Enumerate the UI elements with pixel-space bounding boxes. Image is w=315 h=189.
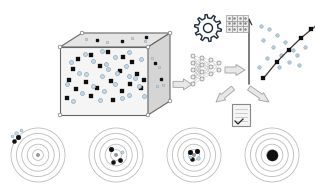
Circle shape xyxy=(192,153,196,157)
Circle shape xyxy=(178,139,210,171)
Circle shape xyxy=(58,113,62,117)
Circle shape xyxy=(209,65,213,69)
Circle shape xyxy=(200,77,204,81)
Circle shape xyxy=(266,150,278,160)
Bar xyxy=(226,26,232,32)
Circle shape xyxy=(146,113,150,117)
Polygon shape xyxy=(173,79,192,90)
Circle shape xyxy=(209,72,213,76)
Polygon shape xyxy=(225,64,245,75)
Circle shape xyxy=(256,139,288,171)
Polygon shape xyxy=(60,33,170,47)
Bar xyxy=(237,20,243,26)
Bar xyxy=(232,20,237,26)
Bar xyxy=(232,26,237,32)
Circle shape xyxy=(89,128,143,182)
Circle shape xyxy=(94,133,138,177)
Bar xyxy=(226,20,232,26)
Circle shape xyxy=(250,133,294,177)
Bar xyxy=(243,26,248,32)
Circle shape xyxy=(217,68,221,72)
Circle shape xyxy=(191,82,195,86)
Circle shape xyxy=(22,139,54,171)
Circle shape xyxy=(80,31,84,35)
Circle shape xyxy=(168,31,172,35)
Polygon shape xyxy=(216,86,235,102)
Circle shape xyxy=(114,153,117,157)
Circle shape xyxy=(167,128,221,182)
Circle shape xyxy=(200,63,204,67)
Circle shape xyxy=(191,68,195,72)
Circle shape xyxy=(189,150,199,160)
Bar xyxy=(237,15,243,20)
Circle shape xyxy=(191,54,195,58)
Bar xyxy=(243,20,248,26)
Circle shape xyxy=(36,153,40,157)
Circle shape xyxy=(27,144,49,166)
Circle shape xyxy=(32,150,43,160)
Bar xyxy=(226,15,232,20)
Circle shape xyxy=(168,99,172,103)
Circle shape xyxy=(217,61,221,65)
Circle shape xyxy=(58,45,62,49)
Circle shape xyxy=(191,61,195,65)
Circle shape xyxy=(16,133,60,177)
Bar xyxy=(232,15,237,20)
Circle shape xyxy=(100,139,132,171)
Circle shape xyxy=(172,133,215,177)
Circle shape xyxy=(245,128,299,182)
Polygon shape xyxy=(148,33,170,115)
Polygon shape xyxy=(60,47,148,115)
Circle shape xyxy=(191,75,195,79)
Circle shape xyxy=(183,144,205,166)
Circle shape xyxy=(200,56,204,60)
Circle shape xyxy=(270,153,274,157)
Bar xyxy=(232,104,250,126)
Circle shape xyxy=(200,70,204,74)
Circle shape xyxy=(105,144,127,166)
Circle shape xyxy=(11,128,65,182)
Polygon shape xyxy=(248,86,269,102)
Bar xyxy=(243,15,248,20)
Circle shape xyxy=(111,150,121,160)
Circle shape xyxy=(261,144,283,166)
Circle shape xyxy=(209,58,213,62)
Bar xyxy=(237,26,243,32)
Circle shape xyxy=(146,45,150,49)
